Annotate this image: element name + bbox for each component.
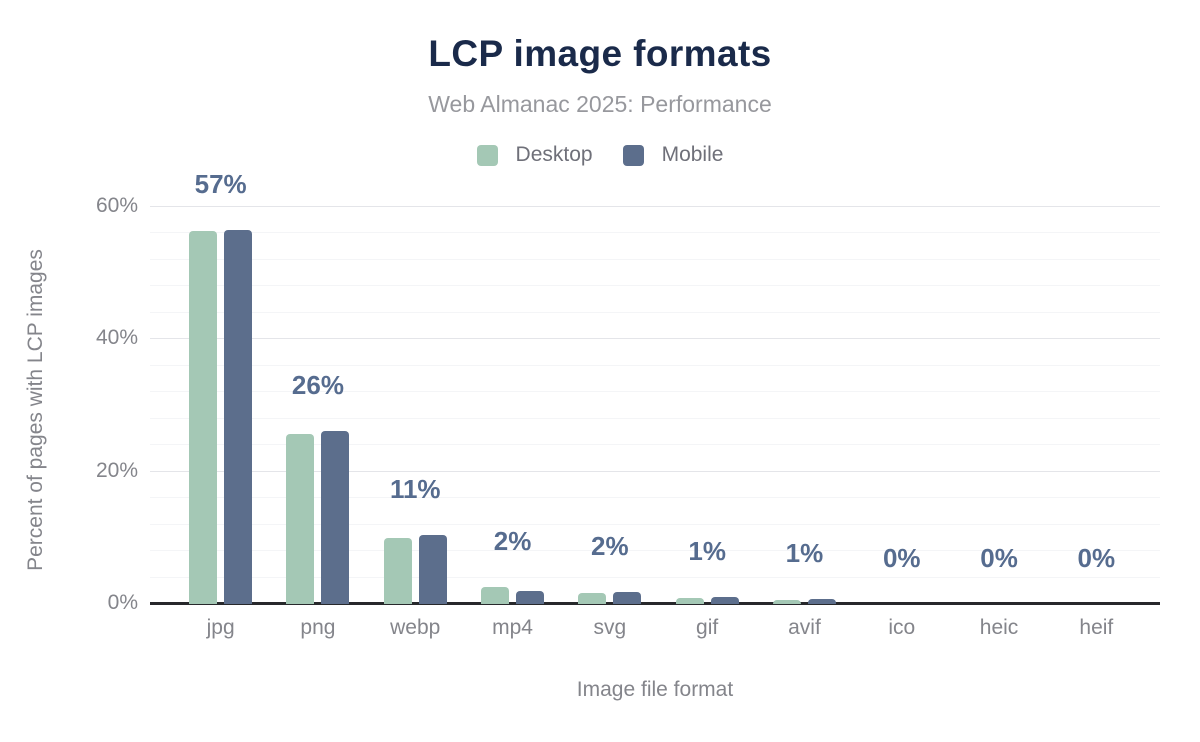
gridline-minor [150,232,1160,234]
y-tick-label: 60% [95,194,138,217]
plot-area: 0% 20% 40% 60% 57% jpg 26% png 11% webp 2% mp4 2% svg… [96,169,1160,639]
bar-mobile-png[interactable] [321,431,350,604]
x-tick-label: png [300,616,336,639]
bar-desktop-png[interactable] [286,433,315,604]
x-tick-label: mp4 [492,616,533,639]
bar-value-label: 26% [291,370,344,401]
bar-mobile-svg[interactable] [613,592,642,604]
x-axis-line [150,602,1160,605]
x-tick-label: svg [593,616,627,639]
gridline-minor [150,364,1160,366]
bar-value-label: 2% [591,531,629,562]
x-tick-label: jpg [206,616,235,639]
bar-value-label: 11% [389,474,441,505]
bar-value-label: 0% [980,543,1018,573]
x-axis-title: Image file format [576,678,734,701]
x-tick-label: ico [888,616,916,639]
legend: Desktop Mobile [0,143,1200,167]
legend-label-mobile: Mobile [661,143,724,166]
bar-mobile-mp4[interactable] [516,590,545,604]
bar-group-heif: 0% heif [1048,207,1145,639]
gridline-minor [150,311,1160,313]
gridline-major [150,206,1160,207]
bar-desktop-gif[interactable] [675,598,704,604]
legend-item-desktop[interactable]: Desktop [476,143,593,167]
bar-value-label: 57% [194,169,247,200]
y-tick-label: 20% [95,458,138,482]
bar-value-label: 2% [493,525,532,556]
y-tick-label: 0% [107,591,138,614]
bar-mobile-webp[interactable] [418,535,447,604]
x-tick-label: webp [390,616,441,639]
bar-group-png: 26% png [269,207,366,639]
bar-value-label: 0% [1077,543,1116,573]
bar-value-label: 0% [882,543,921,573]
bar-group-jpg: 57% jpg [172,169,269,639]
bar-group-heic: 0% heic [950,207,1047,639]
x-tick-label: avif [788,616,821,639]
gridline-minor [150,285,1160,287]
bar-group-svg: 2% svg [561,207,658,639]
bar-group-webp: 11% webp [367,207,464,639]
bar-value-label: 1% [688,536,726,567]
gridline-minor [150,497,1160,499]
gridline-minor [150,550,1160,552]
y-tick-label: 40% [95,326,138,350]
x-tick-label: gif [696,616,719,639]
bar-mobile-gif[interactable] [710,597,739,604]
x-tick-label: heif [1079,616,1114,639]
bar-desktop-mp4[interactable] [481,586,510,604]
gridline-minor [150,444,1160,446]
bar-group-gif: 1% gif [659,207,756,639]
bar-value-label: 1% [785,538,824,569]
y-axis-title: Percent of pages with LCP images [24,249,47,571]
bar-group-avif: 1% avif [756,207,853,639]
bar-group-ico: 0% ico [853,207,950,639]
gridline-major [150,470,1160,472]
bar-group-mp4: 2% mp4 [464,207,561,639]
gridline-minor [150,523,1160,525]
bar-desktop-avif[interactable] [772,600,801,604]
mobile-swatch-icon [622,144,644,166]
bar-mobile-jpg[interactable] [224,230,253,604]
gridline-major [150,338,1160,340]
legend-label-desktop: Desktop [515,143,593,166]
bar-desktop-webp[interactable] [383,537,412,604]
chart-subtitle: Web Almanac 2025: Performance [428,91,772,117]
desktop-swatch-icon [476,144,498,166]
gridline-minor [150,391,1160,393]
x-tick-label: heic [979,616,1019,639]
gridline-minor [150,258,1160,260]
gridline-minor [150,417,1160,419]
chart-title: LCP image formats [428,33,772,74]
gridline-minor [150,576,1160,578]
bar-desktop-svg[interactable] [578,592,607,604]
bar-mobile-avif[interactable] [807,599,836,604]
legend-item-mobile[interactable]: Mobile [622,143,724,167]
bar-desktop-jpg[interactable] [189,230,218,604]
